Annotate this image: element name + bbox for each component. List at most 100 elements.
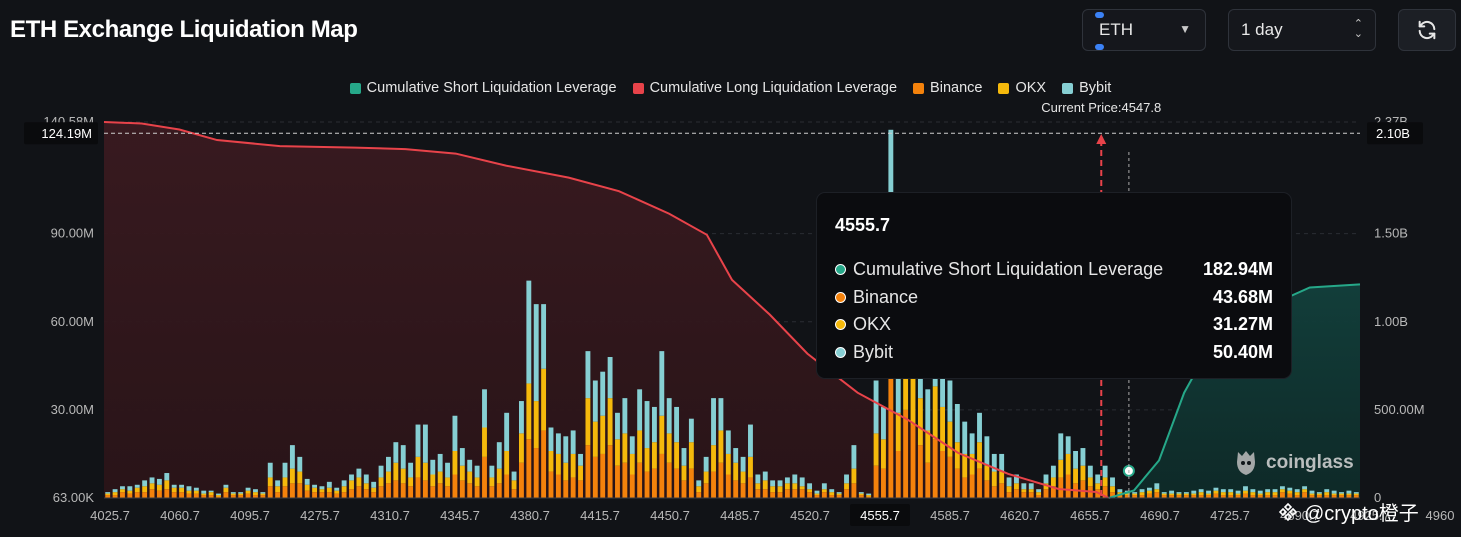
bar-segment-okx bbox=[275, 486, 281, 493]
bar-segment-binance bbox=[541, 430, 547, 498]
bar-segment-bybit bbox=[238, 492, 244, 494]
bar-segment-binance bbox=[858, 495, 864, 498]
bar-segment-bybit bbox=[1279, 486, 1285, 490]
bar-segment-okx bbox=[733, 462, 739, 481]
bar-segment-bybit bbox=[422, 424, 428, 463]
bar-segment-okx bbox=[1058, 459, 1064, 478]
bar-segment-binance bbox=[519, 462, 524, 498]
bar-segment-okx bbox=[260, 493, 266, 496]
bar-segment-binance bbox=[1124, 495, 1130, 498]
bar-segment-binance bbox=[1198, 495, 1204, 498]
bar-segment-bybit bbox=[1132, 492, 1138, 494]
legend-item-okx[interactable]: OKX bbox=[998, 80, 1046, 96]
bar-segment-okx bbox=[134, 487, 140, 493]
x-highlight-box bbox=[850, 504, 910, 526]
bar-segment-binance bbox=[1257, 495, 1263, 498]
legend-item-long[interactable]: Cumulative Long Liquidation Leverage bbox=[632, 80, 898, 96]
bar-segment-okx bbox=[289, 468, 295, 484]
bar-segment-bybit bbox=[784, 477, 790, 484]
asset-select[interactable]: ETH ▼ bbox=[1082, 9, 1206, 51]
bar-segment-okx bbox=[1191, 493, 1197, 496]
eth-coin-icon bbox=[1095, 12, 1104, 18]
bar-segment-binance bbox=[821, 492, 827, 499]
bar-segment-okx bbox=[1102, 477, 1108, 487]
bar-segment-bybit bbox=[156, 478, 162, 485]
bar-segment-bybit bbox=[445, 462, 450, 478]
bar-segment-binance bbox=[393, 480, 399, 499]
bar-segment-okx bbox=[762, 480, 768, 490]
bar-segment-binance bbox=[238, 495, 244, 498]
bar-segment-okx bbox=[895, 412, 901, 451]
bar-segment-binance bbox=[555, 474, 561, 498]
bar-segment-bybit bbox=[1316, 492, 1322, 494]
bar-segment-bybit bbox=[105, 492, 111, 494]
bar-segment-binance bbox=[622, 462, 628, 498]
bar-segment-bybit bbox=[356, 468, 362, 478]
bar-segment-binance bbox=[1316, 495, 1322, 498]
timeframe-select[interactable]: 1 day ⌃ ⌄ bbox=[1228, 9, 1376, 51]
bar-segment-binance bbox=[954, 468, 960, 499]
legend-label: Cumulative Long Liquidation Leverage bbox=[649, 80, 898, 96]
bar-segment-okx bbox=[208, 492, 214, 496]
bar-segment-okx bbox=[977, 442, 982, 469]
bar-segment-binance bbox=[563, 480, 569, 499]
y-right-tick-label: 0 bbox=[1374, 490, 1381, 505]
bar-segment-bybit bbox=[1110, 477, 1115, 487]
bar-segment-binance bbox=[1014, 489, 1019, 498]
bar-segment-bybit bbox=[142, 480, 148, 487]
bar-segment-binance bbox=[334, 493, 340, 498]
bar-segment-okx bbox=[821, 489, 827, 493]
bar-segment-bybit bbox=[962, 421, 968, 454]
bar-segment-binance bbox=[940, 451, 946, 498]
bar-segment-okx bbox=[969, 453, 975, 475]
bar-segment-okx bbox=[1154, 489, 1160, 493]
bar-segment-binance bbox=[1147, 493, 1152, 498]
x-tick-label: 4415.7 bbox=[580, 508, 620, 523]
bar-segment-binance bbox=[474, 486, 480, 498]
bar-segment-okx bbox=[814, 493, 820, 496]
bar-segment-okx bbox=[1087, 477, 1093, 487]
bar-segment-binance bbox=[120, 492, 125, 499]
bar-segment-binance bbox=[637, 462, 643, 498]
bar-segment-bybit bbox=[533, 304, 539, 402]
legend-item-binance[interactable]: Binance bbox=[913, 80, 982, 96]
bar-segment-binance bbox=[467, 483, 473, 498]
tooltip-label: Binance bbox=[853, 286, 919, 307]
bar-segment-okx bbox=[422, 462, 428, 481]
y-right-highlight-label: 2.10B bbox=[1376, 126, 1410, 141]
bar-segment-okx bbox=[932, 386, 938, 440]
bar-segment-binance bbox=[1220, 495, 1226, 498]
bar-segment-okx bbox=[1235, 493, 1241, 496]
bar-segment-binance bbox=[1161, 495, 1167, 498]
coinglass-logo-icon bbox=[1237, 451, 1255, 475]
bar-segment-bybit bbox=[1080, 448, 1086, 466]
bar-segment-okx bbox=[1014, 483, 1019, 490]
tooltip-dot bbox=[835, 264, 846, 276]
tooltip-value: 50.40M bbox=[1212, 341, 1273, 362]
bar-segment-bybit bbox=[548, 427, 554, 451]
legend-item-short[interactable]: Cumulative Short Liquidation Leverage bbox=[349, 80, 617, 96]
bar-segment-binance bbox=[799, 489, 805, 498]
y-right-tick-label: 1.00B bbox=[1374, 314, 1408, 329]
bar-segment-bybit bbox=[1250, 489, 1256, 493]
bar-segment-binance bbox=[349, 489, 354, 498]
bar-segment-binance bbox=[1228, 495, 1234, 498]
bar-segment-binance bbox=[829, 495, 835, 498]
x-tick-label: 4450.7 bbox=[650, 508, 690, 523]
bar-segment-binance bbox=[984, 480, 990, 499]
bar-segment-binance bbox=[164, 489, 170, 498]
refresh-button[interactable] bbox=[1398, 9, 1456, 51]
bar-segment-okx bbox=[1073, 468, 1078, 484]
bar-segment-okx bbox=[637, 430, 643, 463]
bar-segment-binance bbox=[1021, 492, 1027, 499]
bar-segment-okx bbox=[1272, 492, 1278, 496]
legend-item-bybit[interactable]: Bybit bbox=[1062, 80, 1111, 96]
bar-segment-binance bbox=[482, 456, 487, 499]
bar-segment-okx bbox=[445, 477, 450, 487]
bar-segment-binance bbox=[1183, 495, 1189, 498]
bar-segment-binance bbox=[629, 474, 635, 498]
bar-segment-okx bbox=[282, 477, 288, 487]
tooltip-row-short: Cumulative Short Liquidation Leverage 18… bbox=[835, 256, 1273, 284]
bar-segment-okx bbox=[334, 490, 340, 494]
